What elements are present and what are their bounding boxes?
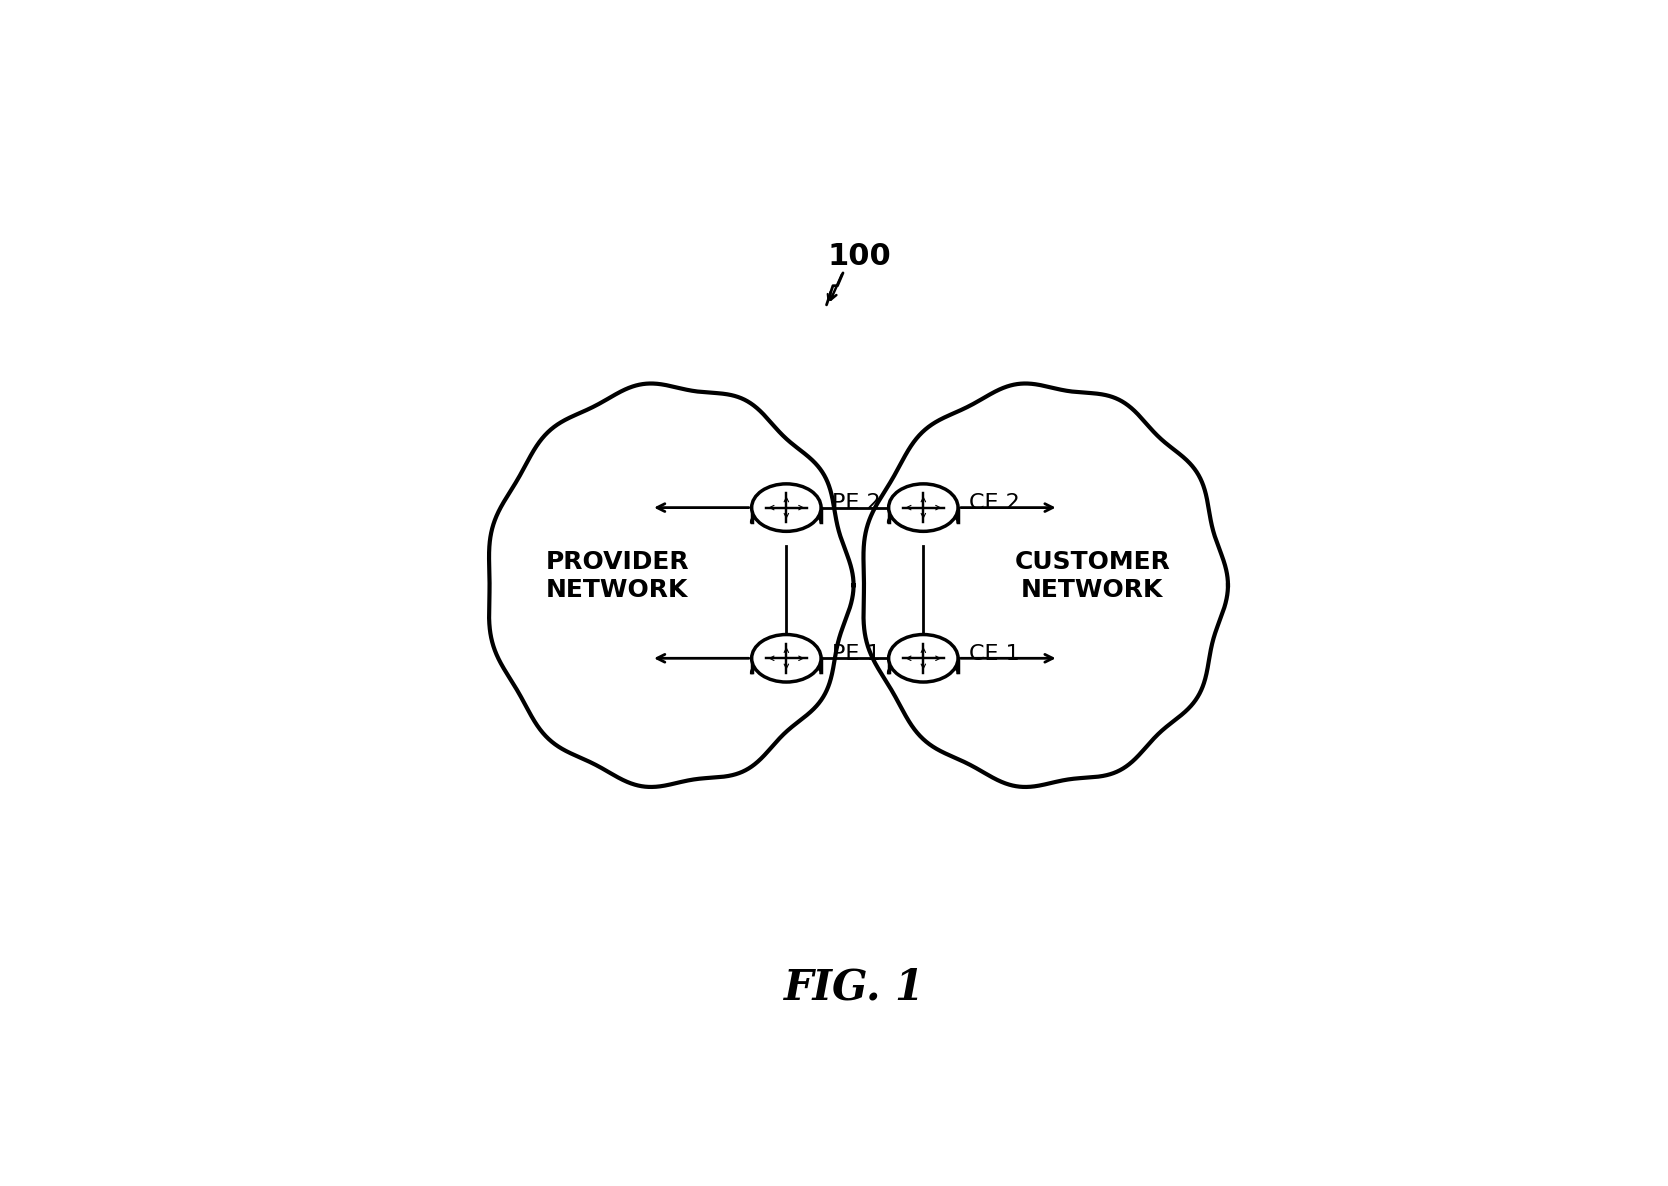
Polygon shape	[864, 383, 1228, 788]
Text: CE 2: CE 2	[969, 493, 1019, 514]
Polygon shape	[889, 508, 957, 522]
Polygon shape	[752, 508, 821, 522]
Ellipse shape	[752, 661, 821, 684]
Polygon shape	[489, 383, 854, 788]
Text: PROVIDER
NETWORK: PROVIDER NETWORK	[545, 550, 689, 602]
Polygon shape	[889, 658, 957, 672]
Ellipse shape	[752, 484, 821, 531]
Ellipse shape	[752, 635, 821, 682]
Text: FIG. 1: FIG. 1	[784, 967, 926, 1008]
Polygon shape	[752, 658, 821, 672]
Text: PE 1: PE 1	[832, 644, 881, 664]
Ellipse shape	[889, 484, 957, 531]
Ellipse shape	[889, 510, 957, 534]
Text: CE 1: CE 1	[969, 644, 1019, 664]
Ellipse shape	[889, 661, 957, 684]
Text: PE 2: PE 2	[832, 493, 881, 514]
Text: 100: 100	[827, 242, 891, 270]
Ellipse shape	[752, 510, 821, 534]
Ellipse shape	[889, 635, 957, 682]
Text: CUSTOMER
NETWORK: CUSTOMER NETWORK	[1014, 550, 1171, 602]
